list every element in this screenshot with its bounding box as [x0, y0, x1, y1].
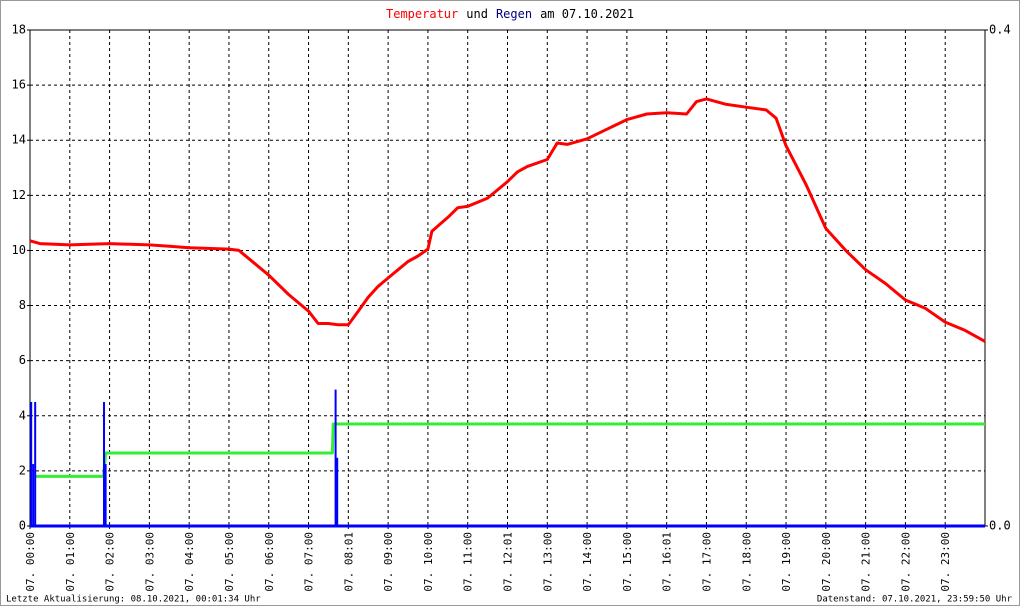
x-tick-label: 07. 07:00	[303, 532, 316, 592]
title-part: Temperatur	[386, 7, 458, 21]
title-part: und	[466, 7, 488, 21]
rain-bar	[30, 402, 33, 526]
rain-bar	[336, 457, 339, 526]
x-tick-label: 07. 17:00	[700, 532, 713, 592]
x-tick-label: 07. 23:00	[939, 532, 952, 592]
x-tick-label: 07. 16:01	[661, 532, 674, 592]
y2-tick-label: 0.4	[989, 23, 1011, 37]
x-tick-label: 07. 13:00	[541, 532, 554, 592]
x-tick-label: 07. 09:00	[382, 532, 395, 592]
y-tick-label: 12	[12, 188, 26, 202]
x-tick-label: 07. 11:00	[462, 532, 475, 592]
y-tick-label: 0	[19, 519, 26, 533]
title-part: Regen	[496, 7, 532, 21]
x-tick-label: 07. 20:00	[820, 532, 833, 592]
rain-bar	[34, 402, 37, 526]
y-tick-label: 14	[12, 133, 26, 147]
x-tick-label: 07. 04:00	[183, 532, 196, 592]
x-tick-label: 07. 05:00	[223, 532, 236, 592]
x-tick-label: 07. 03:00	[143, 532, 156, 592]
x-tick-label: 07. 21:00	[860, 532, 873, 592]
x-tick-label: 07. 22:00	[899, 532, 912, 592]
rain-bar	[103, 402, 106, 526]
x-tick-label: 07. 15:00	[621, 532, 634, 592]
x-tick-label: 07. 18:00	[740, 532, 753, 592]
x-tick-label: 07. 02:00	[104, 532, 117, 592]
title-part: am 07.10.2021	[540, 7, 634, 21]
y-tick-label: 10	[12, 243, 26, 257]
x-tick-label: 07. 08:01	[342, 532, 355, 592]
x-tick-label: 07. 10:00	[422, 532, 435, 592]
x-tick-label: 07. 14:00	[581, 532, 594, 592]
series-line	[29, 97, 986, 343]
chart-title: Temperatur und Regen am 07.10.2021	[386, 7, 634, 21]
y-tick-label: 2	[19, 463, 26, 477]
y-tick-label: 18	[12, 23, 26, 37]
series-line	[36, 422, 985, 478]
rain-bar	[334, 389, 337, 526]
rain-bar	[32, 464, 35, 526]
y-tick-label: 6	[19, 353, 26, 367]
x-tick-label: 07. 06:00	[263, 532, 276, 592]
x-tick-label: 07. 19:00	[780, 532, 793, 592]
x-tick-label: 07. 01:00	[64, 532, 77, 592]
y-tick-label: 16	[12, 78, 26, 92]
x-tick-label: 07. 12:01	[502, 532, 515, 592]
footer-left: Letzte Aktualisierung: 08.10.2021, 00:01…	[6, 595, 261, 605]
y-tick-label: 4	[19, 408, 26, 422]
y-tick-label: 8	[19, 298, 26, 312]
rain-bar	[104, 464, 107, 526]
footer-right: Datenstand: 07.10.2021, 23:59:50 Uhr	[817, 595, 1013, 605]
y2-tick-label: 0.0	[989, 519, 1011, 533]
x-tick-label: 07. 00:00	[24, 532, 37, 592]
